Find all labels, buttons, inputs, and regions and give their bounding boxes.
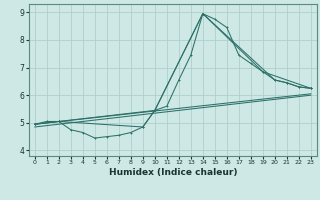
X-axis label: Humidex (Indice chaleur): Humidex (Indice chaleur)	[108, 168, 237, 177]
